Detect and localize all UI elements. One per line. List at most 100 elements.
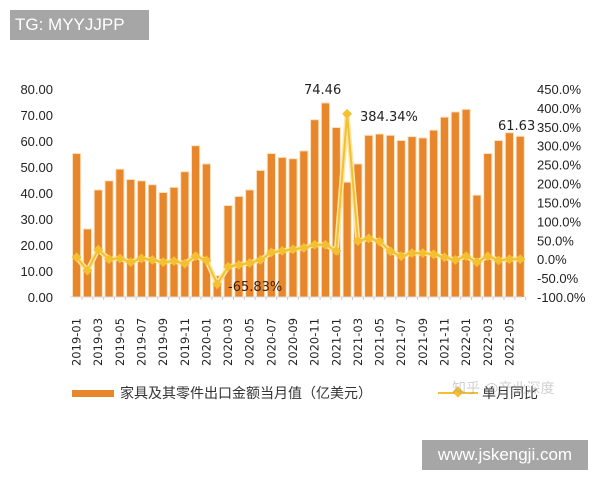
bar: [127, 180, 135, 297]
bar: [473, 195, 481, 297]
legend-bar: 家具及其零件出口金额当月值（亿美元）: [72, 383, 372, 403]
line-marker: [158, 257, 169, 268]
line-marker: [223, 261, 234, 272]
line-marker: [471, 257, 482, 268]
bar: [278, 157, 286, 297]
left-axis-tick-label: 80.00: [20, 82, 53, 97]
line-marker: [147, 254, 158, 265]
line-marker: [233, 259, 244, 270]
bar: [408, 137, 416, 297]
bar: [311, 120, 319, 297]
bar: [256, 170, 265, 297]
left-axis-tick-label: 70.00: [20, 108, 53, 123]
x-axis-label: 2020-03: [221, 318, 235, 366]
x-axis-label: 2020-11: [308, 318, 322, 366]
left-axis-tick-label: 10.00: [20, 264, 53, 279]
x-axis-label: 2022-01: [459, 318, 473, 366]
bar: [235, 196, 243, 297]
x-axis-label: 2021-01: [329, 318, 343, 366]
min-line-annotation: -65.83%: [228, 280, 282, 295]
line-marker: [417, 248, 428, 259]
left-y-axis: 0.00 10.00 20.00 30.00 40.00 50.00 60.00 70.00 8…: [20, 82, 53, 305]
bar: [484, 154, 492, 297]
bar: [289, 159, 297, 297]
x-axis-label: 2022-05: [502, 318, 516, 366]
max-bar-annotation: 74.46: [304, 83, 341, 98]
x-axis-label: 2019-07: [135, 318, 149, 366]
x-axis-label: 2021-07: [394, 318, 408, 366]
x-axis-label: 2022-03: [481, 318, 495, 366]
line-marker: [277, 245, 288, 256]
left-axis-tick-label: 30.00: [20, 212, 53, 227]
line-marker: [450, 254, 461, 265]
x-axis-label: 2021-09: [416, 318, 430, 366]
line-marker: [212, 279, 223, 290]
line-marker: [255, 254, 266, 265]
line-marker: [363, 233, 374, 244]
line-marker: [482, 251, 493, 262]
right-axis-tick-label: 250.0%: [537, 158, 582, 173]
line-marker: [266, 247, 277, 258]
bar: [494, 141, 503, 297]
bar: [148, 185, 156, 297]
bar: [105, 181, 113, 297]
bar: [462, 109, 470, 297]
x-axis-labels: 2019-01 2019-03 2019-05 2019-07 2019-09 2019-…: [70, 318, 517, 366]
bar: [202, 164, 211, 297]
right-axis-tick-label: 50.0%: [537, 233, 574, 248]
bar: [170, 187, 178, 297]
bar: [505, 133, 513, 297]
bar: [137, 181, 146, 297]
line-marker: [374, 236, 385, 247]
bar: [73, 154, 81, 297]
line-marker: [493, 255, 504, 266]
right-y-axis: -100.0% -50.0% 0.0% 50.0% 100.0% 150.0% 200.0%…: [537, 82, 586, 305]
bar: [365, 135, 373, 297]
line-marker: [439, 252, 450, 263]
bar: [332, 128, 340, 297]
x-axis-label: 2019-11: [178, 318, 192, 366]
right-axis-tick-label: 0.0%: [537, 252, 567, 267]
line-marker: [461, 251, 472, 262]
x-axis-label: 2020-07: [264, 318, 278, 366]
right-axis-tick-label: 100.0%: [537, 214, 582, 229]
left-axis-tick-label: 60.00: [20, 134, 53, 149]
right-axis-tick-label: -50.0%: [537, 271, 579, 286]
bar: [159, 193, 167, 297]
line-marker: [298, 242, 309, 253]
bar-legend-swatch: [72, 389, 114, 397]
line-marker: [288, 244, 298, 255]
bar: [83, 229, 92, 297]
zhihu-watermark: 知乎 @产业深度: [452, 381, 555, 397]
left-axis-tick-label: 20.00: [20, 238, 53, 253]
x-axis-label: 2020-05: [243, 318, 257, 366]
tg-tag-overlay: TG: MYYJJPP: [10, 10, 149, 40]
line-marker: [320, 239, 331, 250]
left-axis-tick-label: 50.00: [20, 160, 53, 175]
line-marker: [201, 255, 212, 266]
line-marker: [396, 251, 407, 262]
bar: [516, 136, 524, 297]
bar: [397, 141, 405, 297]
bar: [440, 117, 449, 297]
bar: [300, 151, 308, 297]
bar: [224, 206, 232, 297]
line-marker: [331, 245, 342, 256]
url-overlay: www.jskengji.com: [422, 440, 588, 470]
right-axis-tick-label: 150.0%: [537, 195, 582, 210]
bar-legend-label: 家具及其零件出口金额当月值（亿美元）: [120, 386, 372, 402]
bar: [94, 190, 102, 297]
line-marker: [342, 108, 353, 119]
right-axis-tick-label: 450.0%: [537, 82, 582, 97]
x-axis-label: 2019-03: [91, 318, 105, 366]
line-marker: [190, 251, 201, 262]
bar: [375, 134, 384, 297]
bar-series: [72, 102, 525, 298]
x-axis-label: 2020-01: [199, 318, 213, 366]
bar: [430, 130, 438, 297]
line-marker: [309, 239, 320, 250]
x-axis-label: 2019-09: [156, 318, 170, 366]
line-marker: [125, 257, 136, 268]
bar: [451, 112, 459, 298]
